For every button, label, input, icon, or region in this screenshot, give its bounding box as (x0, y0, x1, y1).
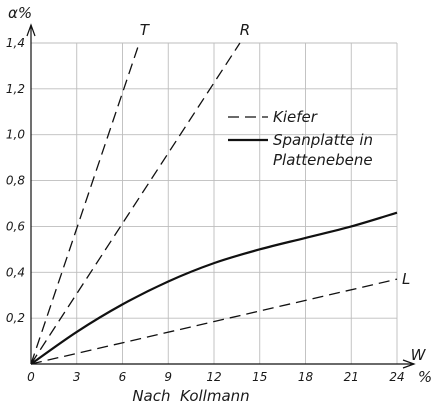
x-tick-label: 3 (73, 370, 81, 384)
series-line-spanplatte-in-plattenebene (30, 211, 398, 365)
series-group: T R L (30, 21, 410, 365)
axes (26, 23, 416, 369)
y-tick-label: 0,4 (6, 265, 25, 279)
source-note: Nach Kollmann (132, 387, 249, 405)
y-axis-arrow (26, 23, 36, 37)
x-tick-label: 0 (27, 370, 35, 384)
series-line-r (30, 42, 241, 365)
x-tick-label: 9 (164, 370, 172, 384)
y-tick-label: 0,2 (6, 311, 25, 325)
x-tick-label: 15 (252, 370, 267, 384)
y-tick-label: 1,2 (6, 82, 25, 96)
y-axis-label: α% (8, 4, 32, 22)
x-tick-label: 6 (119, 370, 127, 384)
legend-label: Plattenebene (273, 151, 373, 169)
series-line-l (30, 278, 398, 365)
y-tick-label: 0,8 (6, 174, 25, 188)
series-label-t: T (140, 21, 151, 39)
y-tick-label: 1,4 (6, 36, 25, 50)
grid (31, 42, 398, 364)
x-tick-label: 18 (298, 370, 314, 384)
legend-label: Spanplatte in (273, 131, 373, 149)
series-label-l: L (402, 270, 410, 288)
y-tick-label: 0,6 (6, 219, 25, 233)
tick-labels: 0 3 6 9 12 15 18 21 24 0,2 0,4 0,6 0,8 1,0 1,2 1,4 (6, 36, 405, 384)
x-tick-label: 24 (389, 370, 404, 384)
x-axis-arrow (402, 359, 416, 369)
series-line-t (30, 42, 140, 365)
legend-label: Kiefer (273, 108, 318, 126)
y-tick-label: 1,0 (6, 128, 25, 142)
x-axis-label-unit: % (418, 368, 432, 386)
legend: Kiefer Spanplatte in Plattenebene (228, 108, 373, 169)
x-axis-label-letter: W (411, 346, 427, 364)
x-tick-label: 12 (206, 370, 221, 384)
series-label-r: R (240, 21, 250, 39)
axis-labels: α% W % Nach Kollmann (8, 4, 432, 405)
x-tick-label: 21 (344, 370, 359, 384)
